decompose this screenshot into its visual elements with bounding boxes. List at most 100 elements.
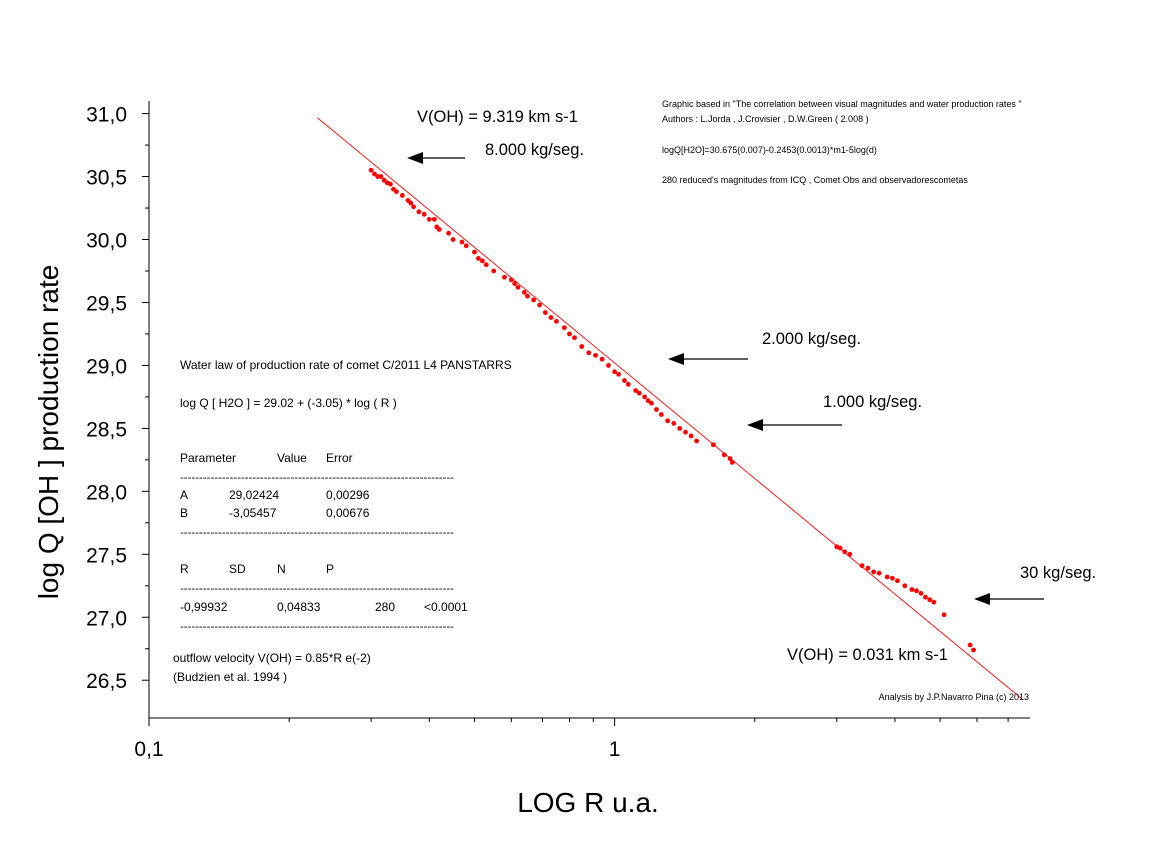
y-tick-label: 26,5 xyxy=(86,670,127,693)
outflow-line-2: (Budzien et al. 1994 ) xyxy=(173,670,287,684)
data-point xyxy=(941,612,947,618)
data-point xyxy=(426,216,432,222)
data-point xyxy=(971,647,976,653)
stats-header2-sd: SD xyxy=(229,562,246,576)
data-point xyxy=(421,211,427,217)
arrow-30 xyxy=(974,593,1044,605)
arrow-2000 xyxy=(668,353,748,365)
data-point xyxy=(721,452,727,458)
y-tick-label: 29,5 xyxy=(86,292,127,315)
fit-layer xyxy=(317,117,1023,700)
data-point xyxy=(463,243,469,249)
voh-bottom-label: V(OH) = 0.031 km s-1 xyxy=(787,646,948,664)
data-point xyxy=(411,204,416,210)
data-point xyxy=(399,193,405,198)
stats-row-b-value: -3,05457 xyxy=(229,506,277,520)
data-point xyxy=(579,344,585,349)
y-tick-label: 31,0 xyxy=(86,104,127,127)
data-point xyxy=(923,594,928,600)
data-point xyxy=(372,171,377,177)
stats-header-parameter: Parameter xyxy=(180,451,236,465)
stats-header2-p: P xyxy=(326,562,334,576)
data-point xyxy=(967,642,973,648)
data-point xyxy=(515,284,521,290)
data-point xyxy=(431,216,437,222)
data-point xyxy=(645,398,651,404)
data-point xyxy=(859,563,865,569)
data-point xyxy=(450,237,456,242)
data-point xyxy=(502,274,507,280)
arrow-1000 xyxy=(747,419,842,431)
stats-row-a-param: A xyxy=(180,488,188,502)
data-point xyxy=(521,289,527,295)
data-point xyxy=(616,371,622,377)
data-point xyxy=(542,310,548,315)
info-line-3: logQ[H2O]=30.675(0.007)-0.2453(0.0013)*m… xyxy=(662,145,877,155)
data-point xyxy=(729,459,735,465)
stats-row2-p: <0.0001 xyxy=(424,600,468,614)
data-point xyxy=(931,599,937,605)
data-point xyxy=(642,394,648,400)
data-point xyxy=(677,425,683,431)
data-point xyxy=(636,390,642,396)
data-point xyxy=(394,189,399,195)
data-point xyxy=(895,578,900,584)
data-point xyxy=(622,378,627,383)
stats-header-error: Error xyxy=(326,451,353,465)
data-point xyxy=(694,438,700,444)
stats-separator-4: ----------------------------------------… xyxy=(180,621,454,633)
data-point xyxy=(683,429,688,435)
data-points xyxy=(368,167,976,653)
data-point xyxy=(476,255,481,261)
voh-top-label: V(OH) = 9.319 km s-1 xyxy=(417,108,578,126)
data-point xyxy=(649,400,654,406)
y-tick-label: 29,0 xyxy=(86,355,127,378)
water-law-title: Water law of production rate of comet C/… xyxy=(180,358,512,372)
x-axis-title: LOG R u.a. xyxy=(517,787,659,818)
data-point xyxy=(865,565,871,571)
data-point xyxy=(548,315,554,320)
data-point xyxy=(436,227,442,232)
data-point xyxy=(871,569,877,575)
data-point xyxy=(593,352,598,358)
stats-header2-r: R xyxy=(180,562,189,576)
info-line-4: 280 reduced's magnitudes from ICQ , Come… xyxy=(662,175,968,185)
credit-text: Analysis by J.P.Navarro Pina (c) 2013 xyxy=(879,692,1029,702)
data-point xyxy=(554,318,559,324)
data-point xyxy=(599,356,605,362)
stats-row-a-value: 29,02424 xyxy=(229,488,279,502)
data-point xyxy=(512,281,518,286)
data-point xyxy=(890,575,895,581)
data-point xyxy=(567,331,572,337)
outflow-line-1: outflow velocity V(OH) = 0.85*R e(-2) xyxy=(173,651,371,665)
stats-row-b-error: 0,00676 xyxy=(326,506,370,520)
info-line-2: Authors : L.Jorda , J.Crovisier , D.W.Gr… xyxy=(662,114,869,124)
info-line-1: Graphic based in "The correlation betwee… xyxy=(662,99,1022,109)
data-point xyxy=(606,363,611,368)
x-axis-ticks: 0,1 1 xyxy=(134,718,1009,761)
y-tick-label: 28,0 xyxy=(86,481,127,504)
data-point xyxy=(612,369,618,375)
data-point xyxy=(483,262,489,268)
data-point xyxy=(914,588,919,594)
data-point xyxy=(625,381,631,387)
data-point xyxy=(884,574,890,580)
y-tick-label: 27,0 xyxy=(86,607,127,630)
data-point xyxy=(416,209,422,215)
data-point xyxy=(446,230,452,236)
data-point xyxy=(837,545,843,551)
rate-1000-label: 1.000 kg/seg. xyxy=(823,393,922,411)
stats-header-value: Value xyxy=(277,451,307,465)
data-point xyxy=(508,277,514,283)
stats-row-a-error: 0,00296 xyxy=(326,488,370,502)
water-law-formula: log Q [ H2O ] = 29.02 + (-3.05) * log ( … xyxy=(180,396,397,410)
y-axis-ticks: 26,5 27,0 27,5 28,0 28,5 29,0 29,5 30,0 30,5 31,0 xyxy=(86,104,149,693)
data-point xyxy=(665,418,671,424)
data-point xyxy=(378,174,384,179)
stats-row2-n: 280 xyxy=(375,600,395,614)
fit-line xyxy=(317,117,1023,700)
data-point xyxy=(688,433,694,439)
data-point xyxy=(531,297,537,303)
data-point xyxy=(537,302,542,308)
data-point xyxy=(491,268,497,274)
